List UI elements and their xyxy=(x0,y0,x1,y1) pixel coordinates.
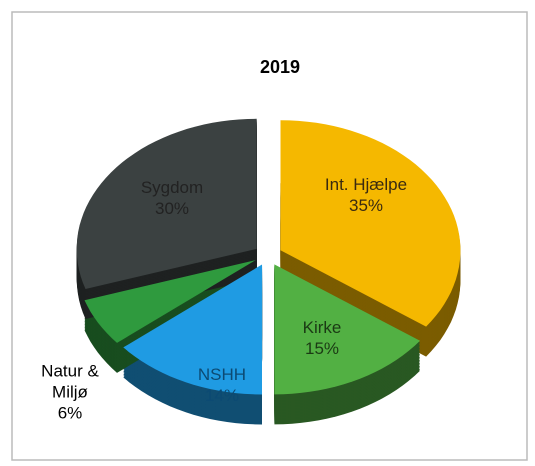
slice xyxy=(280,120,461,327)
slice-value-label: 35% xyxy=(348,196,384,215)
slice-value-label: 30% xyxy=(154,199,190,218)
slice-category-label: Natur & Miljø xyxy=(41,361,99,402)
chart-title: 2019 xyxy=(260,57,300,77)
slice-label: Int. Hjælpe 35% xyxy=(324,174,408,216)
slice-label: Sygdom 30% xyxy=(130,177,214,219)
slice xyxy=(76,118,257,289)
slice-value-label: 14% xyxy=(204,386,240,405)
slice-label: Natur & Miljø 6% xyxy=(28,361,112,424)
slice xyxy=(274,264,420,395)
slice-category-label: Sygdom xyxy=(140,178,204,197)
slice-category-label: Kirke xyxy=(302,318,342,337)
slice xyxy=(84,260,256,343)
slice-label: NSHH 14% xyxy=(180,364,264,406)
slice xyxy=(123,264,263,395)
slice-label: Kirke 15% xyxy=(280,317,364,359)
slice-category-label: Int. Hjælpe xyxy=(324,175,408,194)
slice-category-label: NSHH xyxy=(197,365,247,384)
slice-value-label: 15% xyxy=(304,339,340,358)
slice-value-label: 6% xyxy=(57,403,83,423)
